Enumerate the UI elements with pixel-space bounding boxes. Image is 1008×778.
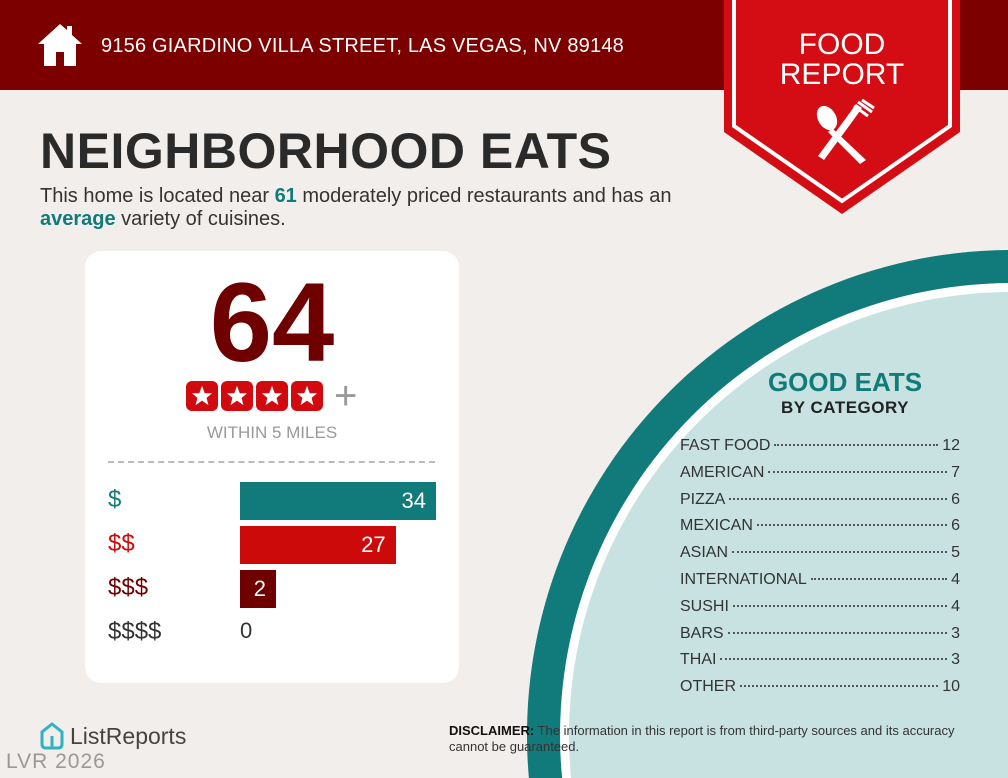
dot-leader	[720, 658, 948, 661]
variety-level: average	[40, 208, 116, 230]
tier-value: 0	[240, 618, 253, 643]
food-report-badge	[724, 0, 960, 214]
tier-bar: 34	[240, 482, 436, 520]
good-eats-subtitle: BY CATEGORY	[781, 398, 909, 417]
badge-title: FOOD REPORT	[724, 30, 960, 90]
category-item: FAST FOOD 12	[680, 437, 960, 464]
category-name: FAST FOOD	[680, 437, 771, 454]
tier-label: $$	[108, 530, 135, 557]
intro-part: This home is located near	[40, 185, 275, 207]
badge-line-2: REPORT	[779, 58, 905, 91]
logo-text: ListReports	[70, 722, 187, 749]
category-name: THAI	[680, 651, 717, 669]
disclaimer-label: DISCLAIMER:	[449, 723, 535, 738]
category-name: ASIAN	[680, 544, 729, 562]
category-count: 6	[951, 517, 960, 535]
category-count: 12	[942, 437, 960, 454]
category-count: 7	[951, 463, 960, 481]
category-name: OTHER	[680, 678, 736, 696]
dot-leader	[768, 470, 948, 473]
property-address: 9156 GIARDINO VILLA STREET, LAS VEGAS, N…	[101, 35, 624, 57]
tier-bar: 27	[240, 526, 396, 564]
plus-icon: +	[334, 374, 358, 418]
category-count: 6	[951, 490, 960, 508]
category-name: AMERICAN	[680, 463, 765, 481]
category-list: FAST FOOD 12 AMERICAN 7 PIZZA 6 MEXICAN 6 ASIAN 5…	[680, 437, 960, 705]
dot-leader	[756, 524, 948, 527]
category-count: 3	[951, 624, 960, 642]
category-item: INTERNATIONAL 4	[680, 571, 960, 598]
intro-part: variety of cuisines.	[115, 208, 286, 230]
dot-leader	[729, 497, 948, 500]
category-item: PIZZA 6	[680, 491, 960, 518]
dot-leader	[810, 577, 948, 580]
dot-leader	[740, 685, 939, 688]
category-item: BARS 3	[680, 625, 960, 652]
star-icon	[221, 381, 253, 411]
watermark: LVR 2026	[6, 750, 106, 773]
disclaimer-text: The information in this report is from t…	[449, 723, 955, 754]
dot-leader	[774, 444, 939, 446]
category-count: 4	[951, 597, 960, 615]
category-count: 10	[942, 678, 960, 696]
category-name: SUSHI	[680, 597, 729, 615]
dot-leader	[727, 631, 948, 634]
price-tier-row: $$$$ 0	[108, 614, 438, 658]
category-count: 3	[951, 651, 960, 669]
category-item: THAI 3	[680, 651, 960, 678]
disclaimer: DISCLAIMER: The information in this repo…	[449, 723, 989, 755]
category-item: ASIAN 5	[680, 544, 960, 571]
price-tier-row: $$ 27	[108, 526, 438, 570]
tier-bar: 2	[240, 570, 276, 608]
intro-part: moderately priced restaurants and has an	[296, 185, 672, 207]
listreports-logo: ListReports	[40, 722, 186, 750]
category-name: INTERNATIONAL	[680, 570, 807, 588]
intro-text: This home is located near 61 moderately …	[40, 185, 720, 231]
category-count: 4	[951, 570, 960, 588]
category-name: BARS	[680, 624, 724, 642]
within-label: WITHIN 5 MILES	[206, 423, 338, 442]
house-icon	[38, 24, 82, 66]
price-tier-row: $34	[108, 482, 438, 526]
page-title: NEIGHBORHOOD EATS	[40, 123, 612, 179]
score-value: 64	[209, 260, 335, 385]
star-rating: +	[186, 374, 358, 418]
category-item: AMERICAN 7	[680, 464, 960, 491]
score-card: 64 + WITHIN 5 MILES $34 $$ 27 $$$ 2 $$$$ 0	[85, 251, 459, 683]
tier-label: $$$	[108, 574, 149, 601]
star-icon	[291, 381, 323, 411]
tier-label: $$$$	[108, 618, 162, 645]
category-item: SUSHI 4	[680, 598, 960, 625]
good-eats-title: GOOD EATS	[767, 367, 923, 397]
dot-leader	[732, 604, 948, 607]
logo-icon	[40, 722, 64, 750]
category-item: OTHER 10	[680, 678, 960, 705]
category-name: PIZZA	[680, 490, 726, 508]
spoon-fork-icon	[816, 98, 875, 164]
restaurant-count: 61	[274, 185, 297, 207]
category-item: MEXICAN 6	[680, 517, 960, 544]
category-name: MEXICAN	[680, 517, 753, 535]
category-count: 5	[951, 544, 960, 562]
badge-line-1: FOOD	[798, 28, 886, 61]
star-icon	[256, 381, 288, 411]
price-tier-row: $$$ 2	[108, 570, 438, 614]
tier-label: $	[108, 486, 122, 513]
price-tier-chart: $34 $$ 27 $$$ 2 $$$$ 0	[108, 482, 438, 658]
dot-leader	[732, 551, 948, 554]
divider	[108, 461, 435, 463]
star-icon	[186, 381, 218, 411]
